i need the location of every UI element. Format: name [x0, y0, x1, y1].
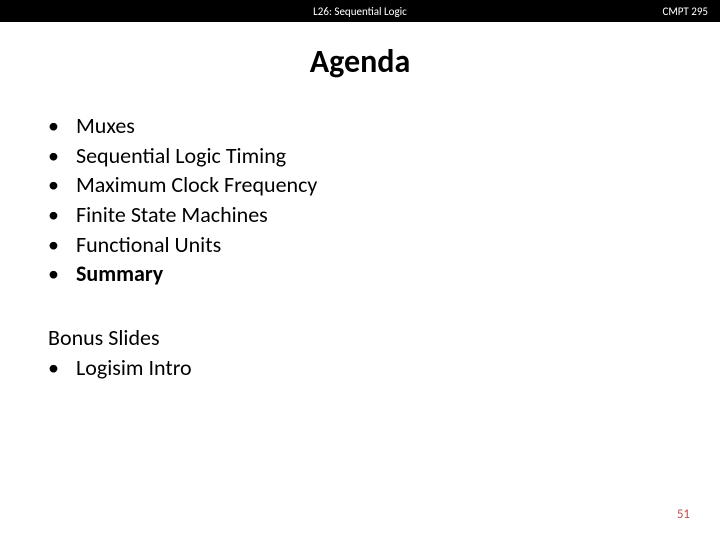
list-item-label: Finite State Machines: [76, 201, 268, 228]
bonus-section: Bonus Slides Logisim Intro: [0, 323, 720, 382]
list-item: Logisim Intro: [48, 353, 720, 383]
list-item-label: Muxes: [76, 112, 135, 139]
bonus-list: Logisim Intro: [48, 353, 720, 383]
list-item-label: Summary: [76, 260, 163, 287]
page-title: Agenda: [0, 42, 720, 81]
header-lecture-label: L26: Sequential Logic: [313, 5, 407, 18]
bonus-heading: Bonus Slides: [48, 323, 720, 353]
list-item: Muxes: [48, 111, 720, 141]
agenda-list: Muxes Sequential Logic Timing Maximum Cl…: [0, 111, 720, 289]
page-number: 51: [677, 507, 690, 522]
list-item-label: Logisim Intro: [76, 354, 192, 381]
list-item-label: Sequential Logic Timing: [76, 142, 286, 169]
list-item: Functional Units: [48, 230, 720, 260]
list-item: Sequential Logic Timing: [48, 141, 720, 171]
list-item-label: Functional Units: [76, 231, 221, 258]
list-item: Summary: [48, 259, 720, 289]
list-item-label: Maximum Clock Frequency: [76, 171, 317, 198]
list-item: Maximum Clock Frequency: [48, 170, 720, 200]
header-course-label: CMPT 295: [663, 5, 708, 18]
header-bar: L26: Sequential Logic CMPT 295: [0, 0, 720, 22]
list-item: Finite State Machines: [48, 200, 720, 230]
